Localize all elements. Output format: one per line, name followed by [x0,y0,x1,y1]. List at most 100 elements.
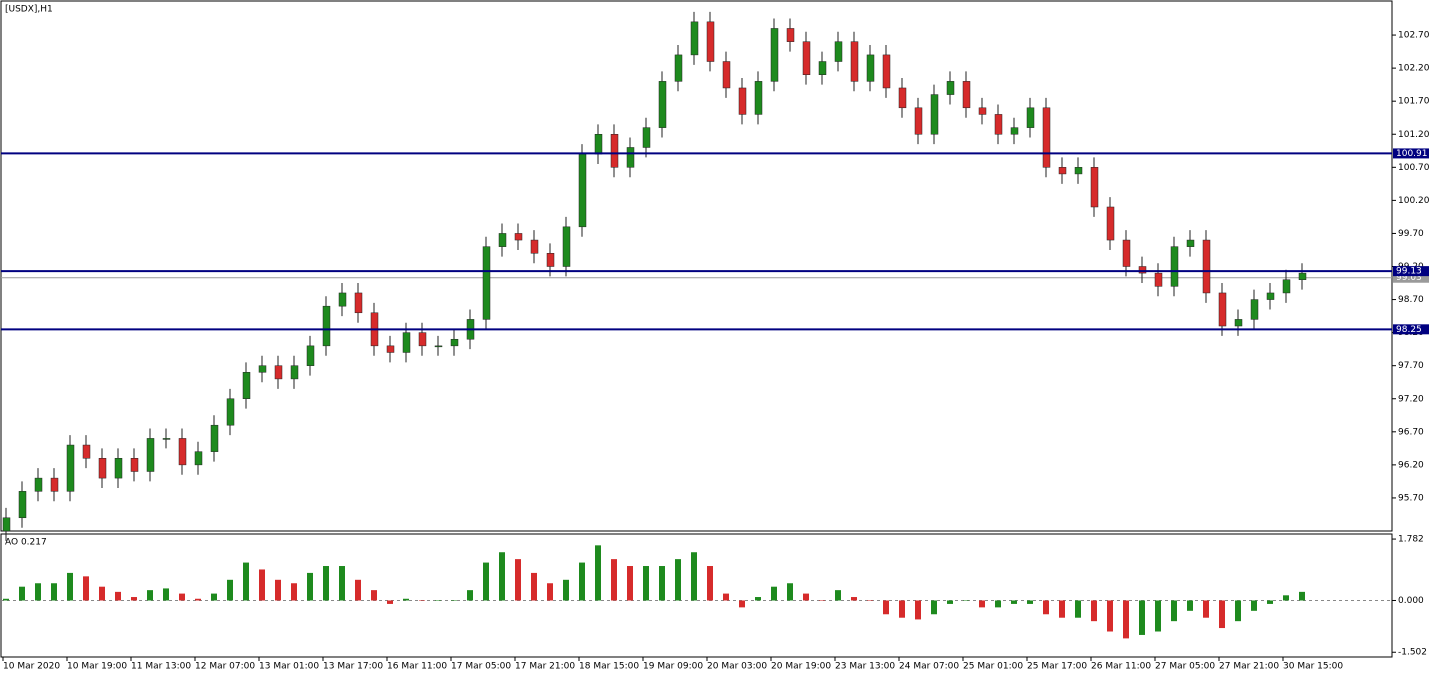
candle-body [914,107,923,135]
candle-body [290,365,299,380]
x-tick-label: 18 Mar 15:00 [579,662,639,672]
x-tick-label: 27 Mar 05:00 [1155,662,1215,672]
candle-body [178,438,187,466]
candle-body [994,114,1003,135]
candle-body [1122,239,1131,267]
ao-bar [1091,600,1097,622]
ao-bar [931,600,937,615]
candle-body [306,345,315,366]
candle-body [722,61,731,89]
ao-bar [35,583,41,601]
candle-body [674,54,683,82]
ao-bar [1187,600,1193,611]
candle-body [1026,107,1035,128]
candle-body [738,87,747,115]
ao-bar [851,597,857,601]
x-tick-label: 17 Mar 05:00 [451,662,511,672]
candle-body [530,239,539,254]
ao-bar [659,566,665,601]
chart-title: [USDX],H1 [5,5,53,15]
ao-bar [467,590,473,601]
ao-bar [1155,600,1161,632]
ao-bar [819,600,825,601]
candle-body [578,153,587,228]
candle-body [1042,107,1051,168]
ao-bar [563,579,569,601]
candle-body [754,81,763,115]
ao-bar [1171,600,1177,622]
candle-body [258,365,267,373]
candle-body [1154,272,1163,287]
candle-body [770,28,779,82]
candle-body [1090,167,1099,208]
ao-bar [307,572,313,601]
ao-bar [483,562,489,601]
y-tick-label: -1.502 [1398,648,1427,658]
ao-bar [227,579,233,601]
ao-bar [435,600,441,601]
x-tick-label: 13 Mar 01:00 [259,662,319,672]
candle-body [210,424,219,452]
ao-bar [755,597,761,601]
y-tick-label: 1.782 [1398,535,1424,545]
ao-bar [1251,600,1257,611]
ao-bar [243,562,249,601]
ao-bar [387,600,393,604]
ao-bar [675,559,681,601]
ao-bar [67,572,73,601]
ao-bar [1203,600,1209,618]
ao-bar [355,579,361,601]
level-label: 99.13 [1396,267,1422,277]
ao-pane [0,533,1393,658]
x-tick-label: 17 Mar 21:00 [515,662,575,672]
ao-bar [131,597,137,601]
x-tick-label: 27 Mar 21:00 [1219,662,1279,672]
candle-body [562,226,571,267]
x-tick-label: 25 Mar 01:00 [963,662,1023,672]
candle-body [130,458,139,472]
x-tick-label: 10 Mar 2020 [3,662,60,672]
candle-body [1106,206,1115,241]
x-tick-label: 16 Mar 11:00 [387,662,447,672]
ao-bar [979,600,985,608]
x-tick-label: 23 Mar 13:00 [835,662,895,672]
ao-bar [739,600,745,608]
candle-body [194,451,203,466]
candle-body [402,332,411,353]
ao-bar [899,600,905,618]
x-tick-label: 30 Mar 15:00 [1283,662,1343,672]
x-tick-label: 13 Mar 17:00 [323,662,383,672]
ao-bar [51,583,57,601]
ao-bar [915,600,921,620]
y-tick-label: 97.70 [1398,361,1424,371]
y-tick-label: 102.70 [1398,31,1430,41]
ao-bar [883,600,889,615]
candle-body [1218,292,1227,327]
candle-body [226,398,235,426]
ao-bar [211,593,217,601]
ao-bar [3,598,9,601]
y-tick-label: 0.000 [1398,596,1424,606]
x-tick-label: 12 Mar 07:00 [195,662,255,672]
ao-bar [643,566,649,601]
candle-body [322,305,331,347]
bid-label-bg [1393,272,1429,283]
candle-body [2,517,11,532]
ao-bar [963,600,969,601]
candle-body [802,41,811,75]
candle-body [1074,167,1083,175]
ao-bar [1075,600,1081,618]
ao-bar [339,566,345,601]
x-tick-label: 24 Mar 07:00 [899,662,959,672]
candle-body [610,134,619,168]
ao-bar [691,552,697,601]
ao-bar [835,590,841,601]
candle-body [706,21,715,62]
candle-body [34,477,43,492]
candle-body [1250,299,1259,320]
candle-body [1058,167,1067,175]
ao-bar [179,593,185,601]
ao-bar [1059,600,1065,618]
ao-bar [947,600,953,604]
level-label-bg [1393,324,1429,335]
